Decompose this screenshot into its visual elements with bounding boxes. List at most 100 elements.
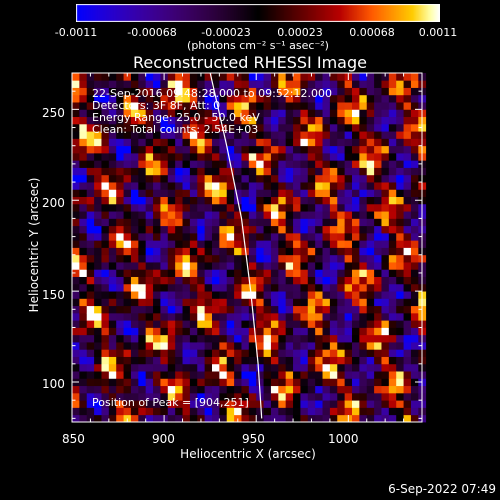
heatmap-cell <box>256 102 264 110</box>
heatmap-cell <box>337 73 346 81</box>
heatmap-cell <box>293 385 301 394</box>
heatmap-cell <box>374 407 382 416</box>
heatmap-cell <box>86 305 95 314</box>
heatmap-cell <box>226 312 235 321</box>
heatmap-cell <box>101 160 110 168</box>
heatmap-cell <box>86 225 95 234</box>
heatmap-cell <box>322 73 331 81</box>
heatmap-cell <box>293 254 301 263</box>
heatmap-cell <box>175 152 183 161</box>
heatmap-cell <box>256 262 264 270</box>
heatmap-cell <box>403 363 412 372</box>
heatmap-cell <box>219 363 228 372</box>
heatmap-cell <box>175 196 183 205</box>
heatmap-cell <box>123 225 132 234</box>
heatmap-cell <box>366 102 375 110</box>
colorbar-tick: -0.00023 <box>201 26 251 39</box>
heatmap-cell <box>374 225 382 234</box>
heatmap-cell <box>212 152 220 161</box>
heatmap-cell <box>352 189 360 197</box>
heatmap-cell <box>329 211 338 219</box>
heatmap-cell <box>315 247 323 256</box>
heatmap-cell <box>160 160 169 168</box>
heatmap-cell <box>234 254 242 263</box>
heatmap-cell <box>315 203 323 212</box>
heatmap-cell <box>337 320 346 328</box>
heatmap-cell <box>86 152 95 161</box>
heatmap-cell <box>226 291 235 299</box>
heatmap-cell <box>234 262 242 270</box>
heatmap-cell <box>307 109 316 118</box>
heatmap-cell <box>337 327 346 336</box>
heatmap-cell <box>175 225 183 234</box>
heatmap-cell <box>352 145 360 154</box>
heatmap-cell <box>153 94 161 103</box>
heatmap-cell <box>212 232 220 241</box>
heatmap-cell <box>359 363 368 372</box>
heatmap-cell <box>315 349 323 357</box>
heatmap-cell <box>226 356 235 365</box>
heatmap-cell <box>182 123 191 132</box>
heatmap-cell <box>138 407 147 416</box>
heatmap-cell <box>359 291 368 299</box>
heatmap-cell <box>285 262 294 270</box>
heatmap-cell <box>167 269 176 277</box>
heatmap-cell <box>344 116 353 125</box>
heatmap-cell <box>204 298 213 307</box>
heatmap-cell <box>388 109 397 118</box>
heatmap-cell <box>167 145 176 154</box>
heatmap-cell <box>234 378 242 387</box>
heatmap-cell <box>226 211 235 219</box>
heatmap-cell <box>270 87 279 96</box>
heatmap-cell <box>219 131 228 139</box>
heatmap-cell <box>315 102 323 110</box>
heatmap-cell <box>160 189 169 197</box>
heatmap-cell <box>197 247 206 256</box>
heatmap-cell <box>293 182 301 190</box>
heatmap-cell <box>248 123 257 132</box>
heatmap-cell <box>322 167 331 176</box>
heatmap-cell <box>263 131 272 139</box>
heatmap-cell <box>226 102 235 110</box>
heatmap-cell <box>189 342 198 350</box>
heatmap-cell <box>403 298 412 307</box>
heatmap-cell <box>293 211 301 219</box>
heatmap-cell <box>167 407 176 416</box>
heatmap-cell <box>182 305 191 314</box>
heatmap-cell <box>278 262 287 270</box>
heatmap-cell <box>204 305 213 314</box>
heatmap-cell <box>374 414 382 423</box>
heatmap-cell <box>344 349 353 357</box>
heatmap-cell <box>359 334 368 343</box>
heatmap-cell <box>388 378 397 387</box>
heatmap-cell <box>182 363 191 372</box>
heatmap-cell <box>234 123 242 132</box>
heatmap-cell <box>278 392 287 401</box>
heatmap-cell <box>116 211 124 219</box>
heatmap-cell <box>263 276 272 285</box>
heatmap-cell <box>116 240 124 248</box>
heatmap-cell <box>263 80 272 88</box>
heatmap-cell <box>94 269 102 277</box>
heatmap-cell <box>153 174 161 183</box>
heatmap-cell <box>366 400 375 408</box>
heatmap-cell <box>315 291 323 299</box>
heatmap-cell <box>374 145 382 154</box>
heatmap-cell <box>410 160 419 168</box>
heatmap-cell <box>315 138 323 147</box>
heatmap-cell <box>329 189 338 197</box>
heatmap-cell <box>219 203 228 212</box>
heatmap-cell <box>86 218 95 227</box>
heatmap-cell <box>256 327 264 336</box>
heatmap-cell <box>293 414 301 423</box>
heatmap-cell <box>322 116 331 125</box>
heatmap-cell <box>130 342 139 350</box>
heatmap-cell <box>248 327 257 336</box>
heatmap-cell <box>101 73 110 81</box>
heatmap-cell <box>285 320 294 328</box>
heatmap-cell <box>167 160 176 168</box>
heatmap-cell <box>219 400 228 408</box>
heatmap-cell <box>396 240 404 248</box>
heatmap-cell <box>381 291 390 299</box>
heatmap-cell <box>329 152 338 161</box>
